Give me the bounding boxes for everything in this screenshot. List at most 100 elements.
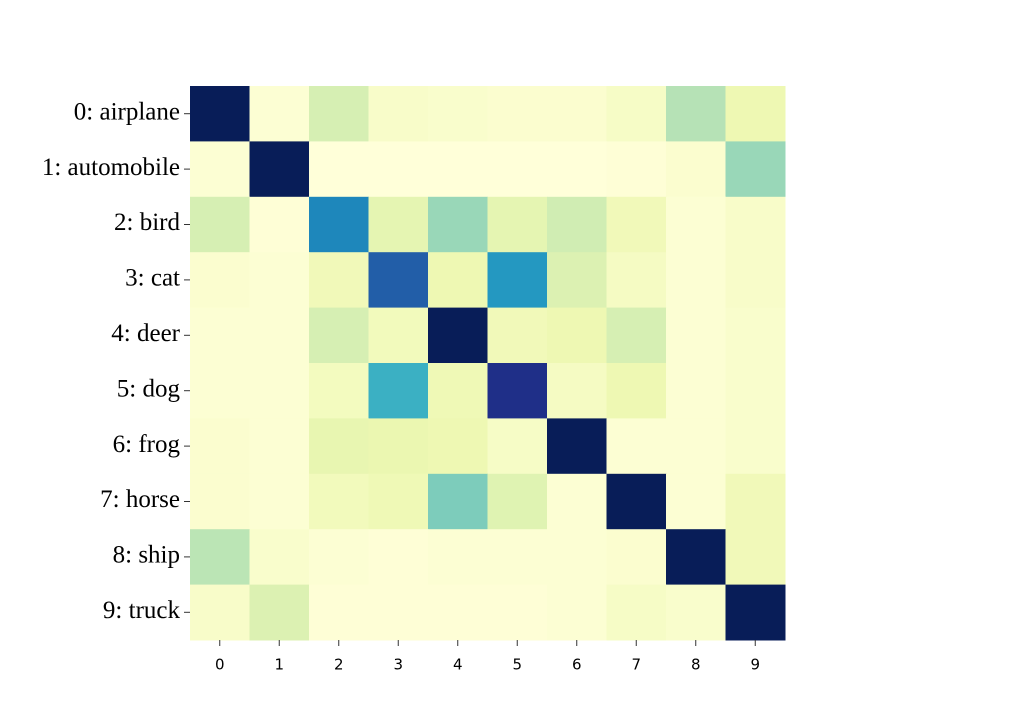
- heatmap-cell: [309, 196, 369, 253]
- heatmap-cell: [309, 86, 369, 142]
- heatmap-cell: [666, 529, 726, 586]
- heatmap-cell: [487, 141, 548, 198]
- heatmap-cell: [547, 363, 607, 419]
- heatmap-cell: [190, 363, 250, 419]
- heatmap-cell: [606, 363, 667, 419]
- x-tick-label: 7: [631, 656, 641, 674]
- heatmap-cell: [666, 418, 726, 475]
- heatmap-cell: [249, 584, 310, 641]
- heatmap-cell: [606, 196, 667, 253]
- x-tick-label: 9: [750, 656, 760, 674]
- x-tick-label: 8: [691, 656, 701, 674]
- heatmap-cell: [547, 473, 607, 530]
- heatmap-cell: [606, 307, 667, 364]
- heatmap-cell: [428, 584, 488, 641]
- heatmap-cell: [725, 473, 786, 530]
- heatmap-cell: [428, 363, 488, 419]
- heatmap-cell: [249, 252, 310, 309]
- heatmap-cell: [309, 473, 369, 530]
- heatmap-cell: [725, 584, 786, 641]
- y-tick-label: 8: ship: [113, 542, 180, 569]
- heatmap-cell: [190, 307, 250, 364]
- heatmap-cell: [666, 473, 726, 530]
- heatmap-cell: [249, 141, 310, 198]
- heatmap-cell: [547, 307, 607, 364]
- heatmap-cell: [487, 418, 548, 475]
- heatmap-cell: [666, 86, 726, 142]
- heatmap-cell: [249, 418, 310, 475]
- heatmap-cell: [725, 418, 786, 475]
- heatmap-cell: [368, 473, 429, 530]
- y-tick-label: 5: dog: [117, 375, 181, 402]
- heatmap-cell: [725, 86, 786, 142]
- heatmap-cell: [428, 252, 488, 309]
- y-tick-label: 3: cat: [125, 265, 180, 292]
- heatmap-cell: [190, 86, 250, 142]
- heatmap-cell: [666, 196, 726, 253]
- heatmap-cell: [666, 252, 726, 309]
- y-tick-label: 1: automobile: [42, 154, 180, 181]
- heatmap-cell: [428, 529, 488, 586]
- heatmap-cell: [666, 307, 726, 364]
- heatmap-cell: [725, 363, 786, 419]
- heatmap-cell: [428, 196, 488, 253]
- heatmap-cell: [190, 418, 250, 475]
- heatmap-cell: [249, 473, 310, 530]
- heatmap-cell: [606, 418, 667, 475]
- heatmap-cell: [725, 252, 786, 309]
- heatmap-cell: [249, 196, 310, 253]
- heatmap-cell: [666, 584, 726, 641]
- x-tick-label: 5: [512, 656, 522, 674]
- x-tick-label: 1: [274, 656, 284, 674]
- heatmap-cell: [725, 307, 786, 364]
- heatmap-cell: [249, 86, 310, 142]
- x-tick-label: 6: [572, 656, 582, 674]
- heatmap-cell: [190, 473, 250, 530]
- heatmap-cell: [309, 363, 369, 419]
- y-tick-label: 0: airplane: [74, 98, 180, 125]
- heatmap-cell: [547, 529, 607, 586]
- y-tick-label: 4: deer: [111, 320, 180, 347]
- heatmap-cell: [309, 307, 369, 364]
- heatmap-cell: [190, 141, 250, 198]
- heatmap-cell: [368, 252, 429, 309]
- heatmap-cell: [487, 252, 548, 309]
- heatmap-cell: [606, 584, 667, 641]
- heatmap-cell: [368, 529, 429, 586]
- heatmap-cell: [547, 86, 607, 142]
- heatmap-cell: [368, 86, 429, 142]
- heatmap-cell: [309, 252, 369, 309]
- heatmap-cell: [487, 196, 548, 253]
- heatmap-cell: [428, 141, 488, 198]
- heatmap-cell: [606, 529, 667, 586]
- heatmap-cell: [666, 363, 726, 419]
- heatmap-cell: [368, 363, 429, 419]
- heatmap-cell: [547, 141, 607, 198]
- heatmap-cell: [309, 529, 369, 586]
- heatmap-cell: [190, 252, 250, 309]
- heatmap-cell: [428, 418, 488, 475]
- heatmap-cell: [606, 141, 667, 198]
- heatmap-cell: [725, 196, 786, 253]
- x-tick-label: 0: [215, 656, 225, 674]
- heatmap-cell: [606, 86, 667, 142]
- heatmap-cell: [725, 529, 786, 586]
- heatmap-cell: [249, 529, 310, 586]
- heatmap-cell: [309, 584, 369, 641]
- heatmap-cell: [606, 473, 667, 530]
- x-tick-label: 3: [393, 656, 403, 674]
- heatmap-cell: [428, 307, 488, 364]
- y-tick-label: 2: bird: [114, 209, 180, 236]
- heatmap-cell: [368, 418, 429, 475]
- heatmap-cell: [368, 141, 429, 198]
- heatmap-cell: [190, 196, 250, 253]
- heatmap-cell: [487, 529, 548, 586]
- heatmap-cell: [190, 584, 250, 641]
- heatmap-cell: [190, 529, 250, 586]
- heatmap-cell: [368, 196, 429, 253]
- heatmap-cell: [487, 363, 548, 419]
- heatmap-cell: [725, 141, 786, 198]
- heatmap-cell: [666, 141, 726, 198]
- heatmap-cell: [487, 86, 548, 142]
